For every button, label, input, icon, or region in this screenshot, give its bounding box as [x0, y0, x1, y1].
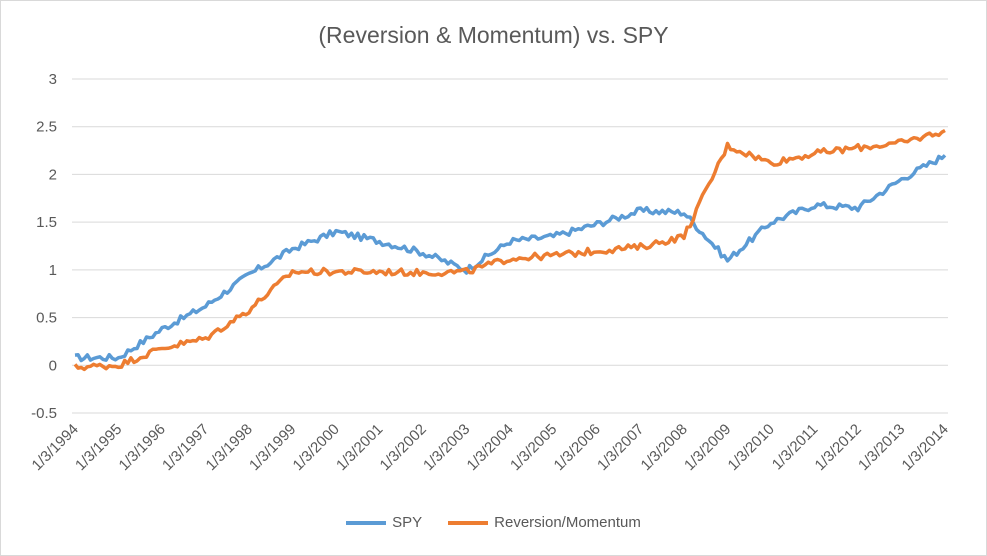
- x-tick-label: 1/3/2013: [855, 421, 908, 474]
- x-tick-label: 1/3/2009: [681, 421, 734, 474]
- y-tick-label: 1: [49, 262, 57, 279]
- x-tick-label: 1/3/2005: [507, 421, 560, 474]
- x-tick-label: 1/3/2003: [420, 421, 473, 474]
- x-tick-label: 1/3/1998: [203, 421, 256, 474]
- x-tick-label: 1/3/1999: [246, 421, 299, 474]
- x-tick-label: 1/3/1997: [159, 421, 212, 474]
- legend-item-spy: SPY: [346, 514, 422, 531]
- y-tick-label: 3: [49, 71, 57, 88]
- series-line-reversion-momentum: [73, 128, 946, 372]
- x-tick-label: 1/3/1994: [29, 421, 82, 474]
- x-tick-label: 1/3/2014: [899, 421, 952, 474]
- x-tick-label: 1/3/2001: [333, 421, 386, 474]
- x-tick-label: 1/3/2004: [464, 421, 517, 474]
- y-tick-label: 0.5: [36, 310, 57, 327]
- legend-label-spy: SPY: [392, 514, 423, 531]
- y-tick-label: 0: [49, 357, 57, 374]
- x-tick-label: 1/3/2006: [551, 421, 604, 474]
- x-tick-label: 1/3/2011: [769, 421, 822, 474]
- legend: SPY Reversion/Momentum: [0, 514, 987, 531]
- y-tick-label: 1.5: [36, 214, 57, 231]
- x-tick-label: 1/3/2002: [377, 421, 430, 474]
- x-tick-labels: 1/3/19941/3/19951/3/19961/3/19971/3/1998…: [29, 421, 952, 474]
- chart-title: (Reversion & Momentum) vs. SPY: [318, 22, 669, 48]
- y-tick-label: 2.5: [36, 119, 57, 136]
- gridlines: [72, 78, 948, 414]
- series-lines: [73, 128, 947, 372]
- legend-swatch-reversion-momentum: [448, 520, 489, 525]
- series-line-spy: [74, 154, 947, 363]
- x-tick-label: 1/3/2012: [812, 421, 865, 474]
- y-tick-label: 2: [49, 166, 57, 183]
- x-tick-label: 1/3/2007: [594, 421, 647, 474]
- y-tick-labels: -0.5 0 0.5 1 1.5 2 2.5 3: [31, 71, 57, 422]
- x-tick-label: 1/3/2000: [290, 421, 343, 474]
- y-tick-label: -0.5: [31, 405, 57, 422]
- legend-swatch-spy: [346, 520, 387, 525]
- x-tick-label: 1/3/2008: [638, 421, 691, 474]
- x-tick-label: 1/3/2010: [725, 421, 778, 474]
- x-tick-label: 1/3/1995: [72, 421, 125, 474]
- x-tick-label: 1/3/1996: [116, 421, 169, 474]
- legend-label-reversion-momentum: Reversion/Momentum: [494, 514, 641, 531]
- legend-item-reversion-momentum: Reversion/Momentum: [448, 514, 641, 531]
